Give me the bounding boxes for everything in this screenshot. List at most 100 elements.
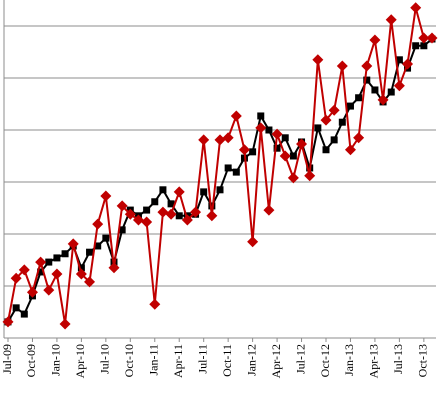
diamond-marker <box>26 286 38 298</box>
square-marker <box>224 164 232 172</box>
square-marker <box>102 234 110 242</box>
diamond-marker <box>353 132 365 144</box>
diamond-marker <box>10 272 22 284</box>
diamond-marker <box>410 2 422 14</box>
diamond-marker <box>393 80 405 92</box>
x-tick-label: Oct-11 <box>220 344 234 377</box>
x-tick-label: Jan-11 <box>147 344 161 376</box>
diamond-marker <box>279 150 291 162</box>
square-marker <box>200 188 208 196</box>
square-marker <box>346 102 354 110</box>
diamond-marker <box>92 218 104 230</box>
diamond-marker <box>124 208 136 220</box>
diamond-marker <box>361 60 373 72</box>
diamond-marker <box>149 298 161 310</box>
x-tick-label: Jan-10 <box>49 344 63 376</box>
diamond-marker <box>67 238 79 250</box>
diamond-marker <box>385 14 397 26</box>
diamond-marker <box>230 110 242 122</box>
square-marker <box>208 202 216 210</box>
diamond-marker <box>296 138 308 150</box>
x-tick-label: Jul-11 <box>195 344 209 374</box>
series-line <box>7 7 432 325</box>
x-tick-label: Jul-12 <box>293 344 307 374</box>
diamond-marker <box>336 60 348 72</box>
square-marker <box>53 254 61 262</box>
diamond-marker <box>426 32 438 44</box>
diamond-marker <box>100 190 112 202</box>
diamond-marker <box>271 128 283 140</box>
square-marker <box>77 264 85 272</box>
diamond-marker <box>84 276 96 288</box>
diamond-marker <box>43 284 55 296</box>
x-tick-label: Apr-10 <box>73 344 87 378</box>
square-marker <box>175 212 183 220</box>
diamond-marker <box>344 144 356 156</box>
square-marker <box>118 226 126 234</box>
square-marker <box>355 94 363 102</box>
square-marker <box>371 86 379 94</box>
diamond-marker <box>108 262 120 274</box>
diamond-marker <box>116 200 128 212</box>
diamond-marker <box>377 94 389 106</box>
diamond-marker <box>59 318 71 330</box>
x-tick-label: Oct-13 <box>416 344 430 377</box>
square-marker <box>265 126 273 134</box>
diamond-marker <box>312 54 324 66</box>
diamond-marker <box>2 316 14 328</box>
diamond-marker <box>165 208 177 220</box>
x-tick-label: Jul-09 <box>0 344 14 374</box>
diamond-marker <box>75 268 87 280</box>
diamond-marker <box>247 236 259 248</box>
square-marker <box>20 310 28 318</box>
diamond-marker <box>304 170 316 182</box>
diamond-marker <box>255 122 267 134</box>
diamond-marker <box>238 144 250 156</box>
square-marker <box>151 198 159 206</box>
diamond-marker <box>214 134 226 146</box>
diamond-marker <box>173 186 185 198</box>
x-tick-label: Jul-10 <box>98 344 112 374</box>
square-marker <box>395 56 403 64</box>
square-marker <box>232 168 240 176</box>
x-tick-label: Jan-12 <box>244 344 258 376</box>
diamond-marker <box>141 216 153 228</box>
diamond-marker <box>51 268 63 280</box>
diamond-marker <box>369 34 381 46</box>
square-marker <box>216 186 224 194</box>
diamond-marker <box>418 32 430 44</box>
x-tick-label: Jul-13 <box>391 344 405 374</box>
square-marker <box>322 146 330 154</box>
square-marker <box>363 76 371 84</box>
x-tick-label: Oct-10 <box>122 344 136 377</box>
x-tick-label: Apr-12 <box>269 344 283 378</box>
x-tick-label: Jan-13 <box>342 344 356 376</box>
diamond-marker <box>190 206 202 218</box>
square-marker <box>338 118 346 126</box>
diamond-marker <box>263 204 275 216</box>
square-marker <box>249 148 257 156</box>
square-marker <box>273 144 281 152</box>
diamond-marker <box>35 256 47 268</box>
diamond-marker <box>198 134 210 146</box>
diamond-marker <box>328 104 340 116</box>
diamond-marker <box>18 264 30 276</box>
diamond-marker <box>222 132 234 144</box>
square-marker <box>420 42 428 50</box>
diamond-marker <box>206 210 218 222</box>
square-marker <box>257 112 265 120</box>
square-marker <box>281 134 289 142</box>
x-tick-label: Oct-09 <box>24 344 38 377</box>
square-marker <box>61 250 69 258</box>
x-tick-label: Apr-11 <box>171 344 185 378</box>
diamond-marker <box>402 58 414 70</box>
diamond-marker <box>132 214 144 226</box>
x-tick-label: Oct-12 <box>318 344 332 377</box>
diamond-marker <box>181 214 193 226</box>
diamond-marker <box>157 206 169 218</box>
square-marker <box>12 304 20 312</box>
square-marker <box>86 248 94 256</box>
square-marker <box>314 124 322 132</box>
square-marker <box>289 152 297 160</box>
